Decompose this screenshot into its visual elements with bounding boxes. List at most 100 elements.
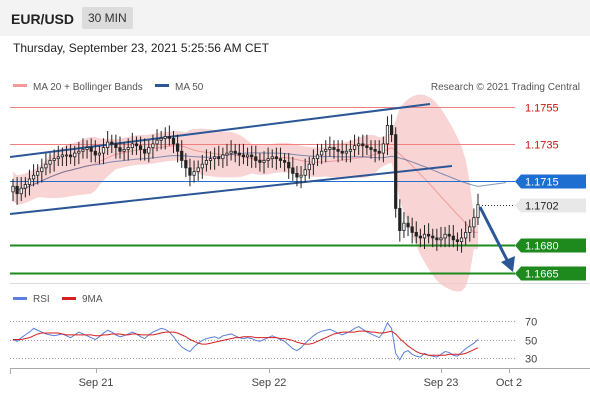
candle-body-up — [352, 145, 357, 150]
candle — [56, 145, 60, 167]
current-price-label: 1.1715 — [525, 177, 559, 189]
candle-body-down — [167, 136, 171, 139]
candle-body-up — [299, 174, 303, 178]
candle — [11, 178, 15, 202]
candle — [130, 132, 134, 155]
support-label: 1.1680 — [525, 241, 559, 253]
candle-body-down — [217, 156, 221, 160]
candle-body-up — [196, 167, 200, 172]
candle — [336, 140, 340, 163]
candle — [44, 153, 48, 176]
candle-body-up — [213, 156, 217, 160]
candle — [328, 136, 332, 157]
candle-body-down — [291, 167, 295, 174]
candle-body-up — [23, 184, 27, 189]
candle — [373, 140, 377, 163]
candle — [282, 153, 287, 172]
candle — [459, 228, 464, 253]
candle — [40, 158, 44, 183]
channel-upper-line — [9, 103, 431, 158]
candle — [77, 142, 81, 165]
candle-body-down — [332, 147, 336, 150]
candle-body-up — [106, 141, 110, 148]
candle-body-up — [476, 204, 480, 219]
rsi-legend-swatch — [13, 297, 27, 300]
support-label-box — [515, 266, 586, 281]
candle — [110, 134, 114, 154]
candle — [468, 219, 472, 242]
candle — [381, 136, 385, 163]
candle — [278, 147, 283, 168]
candle-body-down — [171, 137, 176, 145]
candle-body-up — [19, 187, 23, 195]
candle-body-up — [221, 154, 225, 160]
candle-body-up — [27, 178, 32, 185]
price-levels — [10, 107, 515, 275]
trend-channel — [9, 103, 453, 215]
candle — [208, 151, 213, 170]
candle-body-down — [138, 145, 143, 150]
candle-body-down — [143, 149, 147, 154]
candle — [431, 228, 435, 248]
datetime-label: Thursday, September 23, 2021 5:25:56 AM … — [13, 41, 269, 55]
candle — [241, 143, 246, 165]
candle — [410, 217, 414, 244]
candle — [180, 140, 184, 168]
candle — [406, 215, 410, 237]
candle — [15, 177, 19, 205]
candle-body-up — [385, 125, 390, 145]
candle-body-up — [77, 150, 81, 154]
candle-body-up — [439, 237, 443, 241]
bollinger-legend-swatch — [13, 84, 27, 87]
candle — [138, 136, 143, 161]
candle — [348, 140, 353, 163]
candle — [287, 153, 291, 179]
candle — [320, 143, 324, 165]
candle-body-up — [443, 233, 447, 239]
candle — [159, 130, 163, 150]
candle-body-down — [406, 222, 410, 228]
candle-body-down — [176, 143, 180, 152]
resistance-label: 1.1735 — [525, 140, 559, 152]
candle-body-up — [348, 149, 353, 152]
candle-body-up — [73, 152, 77, 158]
candle — [422, 225, 427, 250]
candle — [447, 225, 451, 248]
candle-body-up — [357, 143, 361, 147]
candle — [23, 177, 27, 198]
candle — [303, 158, 307, 183]
resistance-label: 1.1755 — [525, 103, 559, 115]
candle-body-up — [270, 156, 274, 160]
candle — [250, 145, 254, 168]
candle-body-up — [163, 136, 167, 139]
candle-body-down — [237, 152, 241, 156]
candle — [213, 147, 217, 170]
timeframe-badge[interactable]: 30 MIN — [82, 7, 133, 29]
candle-body-down — [377, 150, 381, 154]
candle-body-down — [282, 160, 287, 163]
candle — [274, 147, 278, 170]
candle-body-down — [180, 150, 184, 161]
candle-body-down — [414, 232, 418, 237]
candle — [134, 136, 139, 155]
candle — [295, 166, 299, 187]
candle — [451, 225, 455, 248]
candle-body-up — [422, 233, 427, 239]
candle — [27, 169, 32, 196]
candle-body-down — [233, 150, 237, 154]
candle-body-down — [110, 141, 114, 145]
candle-body-down — [114, 143, 118, 148]
candle — [361, 134, 365, 157]
candle — [52, 149, 56, 172]
candle — [402, 212, 406, 238]
candle-body-up — [262, 160, 266, 163]
candle — [237, 143, 241, 167]
candle-body-up — [402, 222, 406, 231]
price-level-labels: 1.1755 1.1735 1.1715 1.1702 1.1680 1.1665 — [515, 103, 586, 281]
bollinger-bands — [13, 94, 478, 292]
candle — [204, 149, 209, 172]
candle-body-up — [464, 232, 468, 239]
forecast-arrow — [478, 206, 515, 272]
candle-body-up — [155, 139, 159, 145]
candle — [270, 149, 274, 168]
